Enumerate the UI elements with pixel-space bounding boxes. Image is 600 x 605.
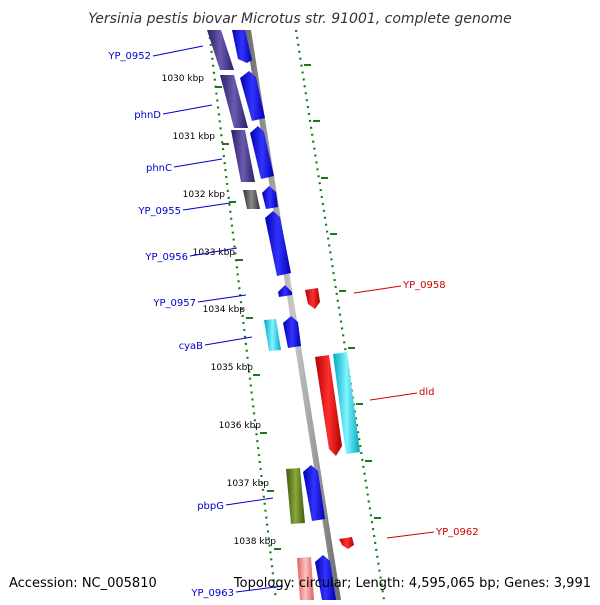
forward-gene-arrows (232, 30, 336, 600)
gene-feature (220, 75, 248, 128)
kbp-label: 1037 kbp (227, 479, 270, 489)
topology-text: Topology: circular; Length: 4,595,065 bp… (233, 576, 591, 591)
gene-arrow (339, 537, 354, 549)
reverse-track-ticks (304, 64, 381, 519)
gene-arrow (315, 355, 342, 456)
kbp-label: 1038 kbp (234, 537, 277, 547)
gene-label-YP_0962[interactable]: YP_0962 (435, 527, 479, 538)
reverse-gene-features (305, 288, 360, 549)
gene-label-YP_0955[interactable]: YP_0955 (137, 206, 181, 217)
gene-feature (231, 130, 255, 182)
gene-feature (333, 352, 360, 454)
gene-arrow (305, 288, 320, 309)
kbp-label: 1030 kbp (162, 74, 205, 84)
gene-label-YP_0958[interactable]: YP_0958 (402, 280, 446, 291)
kbp-label: 1035 kbp (211, 363, 254, 373)
forward-gene-callouts (152, 45, 284, 593)
gene-label-cyaB[interactable]: cyaB (179, 341, 204, 352)
gene-arrow (240, 71, 265, 121)
gene-label-YP_0963[interactable]: YP_0963 (190, 588, 234, 599)
gene-feature (297, 557, 314, 600)
gene-feature (243, 190, 260, 209)
gene-label-YP_0957[interactable]: YP_0957 (152, 298, 196, 309)
gene-arrow (278, 285, 292, 297)
accession-text: Accession: NC_005810 (9, 576, 157, 591)
gene-arrow (315, 555, 336, 600)
kbp-label: 1032 kbp (183, 190, 226, 200)
gene-label-phnC[interactable]: phnC (146, 163, 172, 174)
reverse-gene-callouts (353, 285, 435, 539)
gene-label-YP_0956[interactable]: YP_0956 (144, 252, 188, 263)
gene-label-phnD[interactable]: phnD (134, 110, 161, 121)
gene-label-YP_0952[interactable]: YP_0952 (107, 51, 151, 62)
reverse-dotted-track (294, 29, 386, 601)
gene-arrow (303, 465, 325, 521)
kbp-label: 1033 kbp (193, 248, 236, 258)
kbp-ticks (215, 86, 281, 550)
gene-label-dld[interactable]: dld (419, 387, 434, 398)
gene-arrow (262, 186, 278, 209)
kbp-label: 1034 kbp (203, 305, 246, 315)
gene-arrow (232, 30, 252, 63)
gene-feature (207, 30, 234, 70)
kbp-label: 1036 kbp (219, 421, 262, 431)
gene-arrow (283, 316, 301, 348)
gene-feature (286, 468, 305, 524)
kbp-label: 1031 kbp (173, 132, 216, 142)
gene-feature (264, 319, 281, 351)
gene-arrow (265, 211, 291, 276)
genome-title: Yersinia pestis biovar Microtus str. 910… (88, 11, 511, 27)
gene-arrow (250, 126, 274, 179)
forward-gene-features (207, 30, 314, 600)
gene-label-pbpG[interactable]: pbpG (197, 501, 224, 512)
